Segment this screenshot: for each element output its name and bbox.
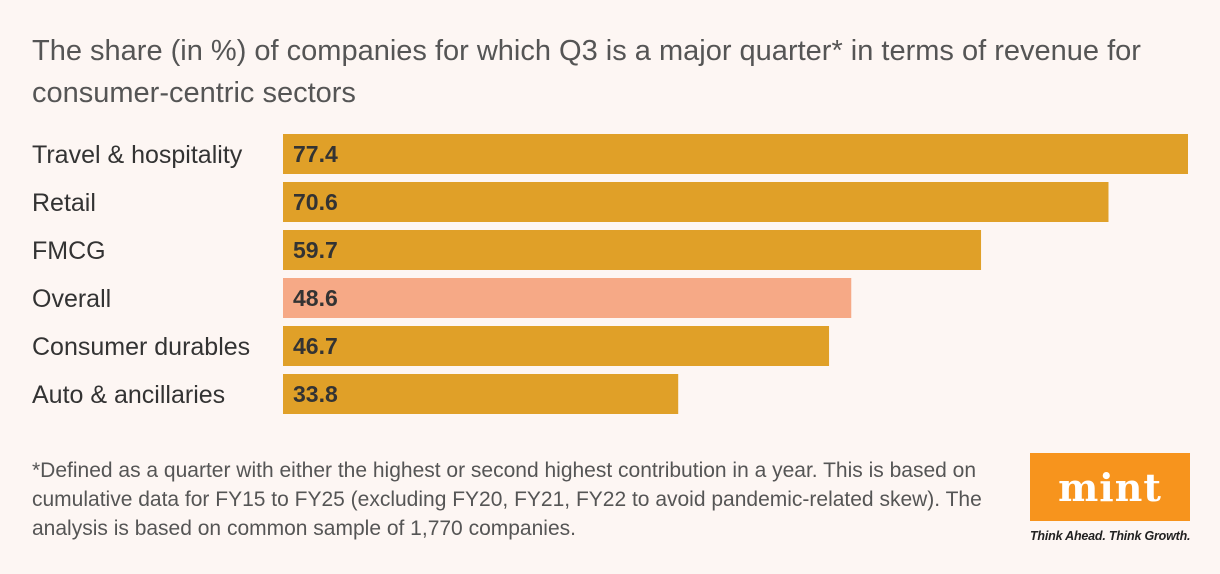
value-label-consumer-durables: 46.7 xyxy=(293,333,338,359)
value-label-fmcg: 59.7 xyxy=(293,237,338,263)
logo-tagline: Think Ahead. Think Growth. xyxy=(1030,529,1191,543)
category-label-overall: Overall xyxy=(32,285,111,313)
category-label-auto-ancillaries: Auto & ancillaries xyxy=(32,381,225,409)
mint-logo-box: mint xyxy=(1030,453,1190,521)
bar-overall xyxy=(283,278,852,318)
chart-title: The share (in %) of companies for which … xyxy=(32,35,1141,109)
value-label-overall: 48.6 xyxy=(293,285,338,311)
category-label-consumer-durables: Consumer durables xyxy=(32,333,250,361)
bar-retail xyxy=(283,182,1109,222)
category-label-travel-hospitality: Travel & hospitality xyxy=(32,141,243,169)
category-label-fmcg: FMCG xyxy=(32,237,106,265)
category-label-retail: Retail xyxy=(32,189,96,217)
value-label-travel-hospitality: 77.4 xyxy=(293,141,338,167)
mint-logo: mint Think Ahead. Think Growth. xyxy=(1030,453,1191,543)
bar-auto-ancillaries xyxy=(283,374,679,414)
bar-fmcg xyxy=(283,230,982,270)
bar-consumer-durables xyxy=(283,326,830,366)
value-label-retail: 70.6 xyxy=(293,189,338,215)
bar-travel-hospitality xyxy=(283,134,1188,174)
footnote: *Defined as a quarter with either the hi… xyxy=(32,459,982,540)
value-label-auto-ancillaries: 33.8 xyxy=(293,381,338,407)
bar-chart: Travel & hospitality 77.4 Retail 70.6 FMCG 59… xyxy=(32,134,1188,414)
